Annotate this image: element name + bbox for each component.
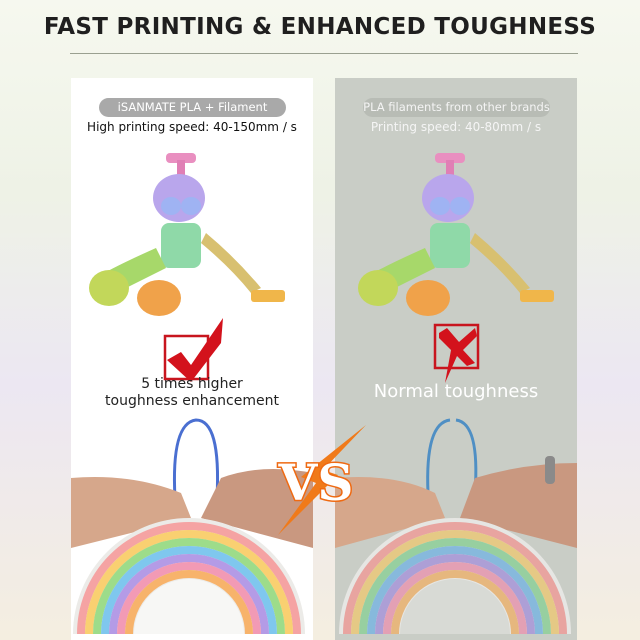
ring	[545, 456, 555, 484]
checkmark-icon	[163, 318, 223, 382]
printing-speed: Printing speed: 40-80mm / s	[370, 120, 542, 134]
cross-icon	[433, 323, 480, 383]
verdict-line-1: 5 times higher	[141, 376, 243, 392]
toughness-verdict: Normal toughness	[373, 381, 539, 402]
vs-label: VS	[278, 453, 354, 512]
title-divider	[70, 53, 578, 54]
hands	[335, 456, 577, 548]
lightning-icon: VS	[276, 425, 366, 535]
rainbow-spool	[73, 518, 305, 635]
page-title: FAST PRINTING & ENHANCED TOUGHNESS	[43, 14, 597, 40]
bent-filament-broken	[426, 418, 478, 494]
brand-badge: iSANMATE PLA + Filament	[99, 98, 286, 117]
bent-filament-intact	[172, 418, 220, 499]
toughness-verdict: 5 times higher toughness enhancement	[71, 376, 313, 410]
right-illustration	[335, 153, 577, 635]
brand-badge: PLA filaments from other brands	[363, 98, 550, 117]
rainbow-spool	[339, 518, 571, 635]
left-illustration	[71, 153, 313, 635]
printing-speed: High printing speed: 40-150mm / s	[87, 120, 297, 134]
right-panel-other-brands: PLA filaments from other brands Printing…	[335, 78, 577, 640]
hands	[71, 469, 313, 548]
vs-badge: VS	[268, 425, 368, 539]
verdict-line-2: toughness enhancement	[105, 393, 279, 409]
printed-robot-figure	[358, 153, 554, 316]
left-panel-isanmate: iSANMATE PLA + Filament High printing sp…	[71, 78, 313, 640]
printed-robot-figure	[89, 153, 285, 316]
